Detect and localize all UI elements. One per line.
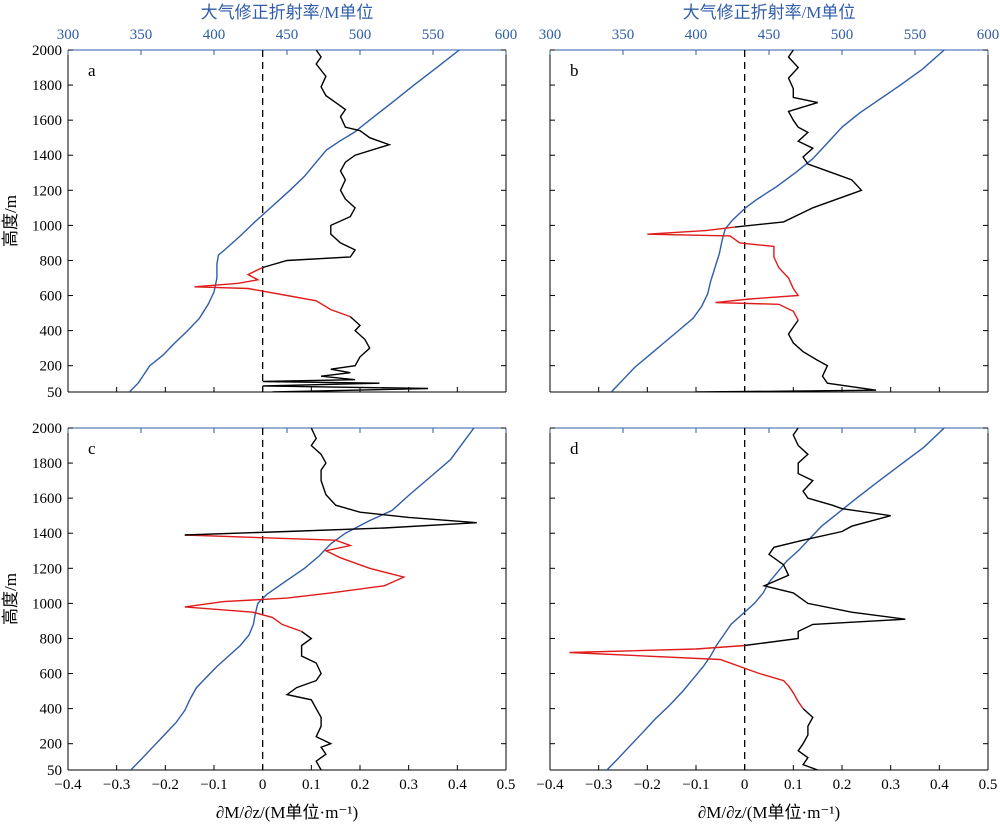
plot-area: [130, 428, 477, 770]
top-tick-label: 350: [612, 27, 635, 43]
x-tick-label: 0.2: [351, 777, 370, 793]
x-tick-label: 0.1: [302, 777, 321, 793]
x-tick-label: −0.3: [103, 777, 130, 793]
panel-label: a: [88, 61, 96, 80]
gradient-line: [184, 428, 477, 536]
top-tick-label: 450: [276, 27, 299, 43]
refractivity-line: [606, 428, 945, 770]
y-tick-label: 200: [40, 359, 63, 375]
y-tick-label: 1800: [32, 456, 62, 472]
panel-d: −0.4 −0.3 −0.2 −0.1 0 0.1 0.2 0.3 0.4 0.5 d ∂M/∂z/(…: [536, 427, 998, 822]
plot-area: [610, 50, 945, 392]
gradient-line-ducting: [569, 644, 804, 710]
y-tick-label: 600: [40, 289, 63, 305]
panel-b: 300 350 400 450 500 550 600 b 大气修正折射率/M单位: [539, 3, 1000, 393]
gradient-line-ducting: [647, 226, 800, 321]
x-tick-label: 0.1: [784, 777, 803, 793]
refractivity-line: [610, 50, 945, 392]
panel-label: d: [570, 439, 579, 458]
gradient-line: [285, 630, 333, 770]
x-tick-label: 0: [259, 777, 267, 793]
y-tick-label: 50: [47, 385, 62, 401]
y-axis-title: 高度/m: [1, 195, 20, 247]
x-tick-label: 0.3: [399, 777, 418, 793]
panel-a: 300 350 400 450 500 550 600 50 200 400 600 800 1000 1…: [1, 3, 517, 401]
top-tick-label: 600: [495, 27, 518, 43]
panel-label: c: [88, 439, 96, 458]
y-tick-label: 1000: [32, 596, 62, 612]
x-tick-label: −0.1: [200, 777, 227, 793]
refractivity-line: [130, 428, 475, 770]
x-tick-label: −0.2: [152, 777, 179, 793]
gradient-line: [744, 428, 906, 647]
y-tick-label: 1200: [32, 561, 62, 577]
top-tick-label: 550: [422, 27, 445, 43]
x-tick-label: −0.4: [54, 777, 82, 793]
top-tick-label: 350: [130, 27, 153, 43]
top-tick-label: 500: [831, 27, 854, 43]
x-tick-label: −0.1: [682, 777, 709, 793]
y-tick-label: 2000: [32, 43, 62, 59]
gradient-line: [797, 708, 818, 770]
gradient-line-ducting: [184, 534, 406, 633]
y-tick-label: 1200: [32, 183, 62, 199]
top-tick-label: 300: [539, 27, 562, 43]
x-tick-label: 0.5: [497, 777, 516, 793]
gradient-line: [695, 319, 877, 392]
y-tick-label: 200: [40, 737, 63, 753]
y-tick-label: 2000: [32, 421, 62, 437]
bottom-axis-title: ∂M/∂z/(M单位·m⁻¹): [698, 803, 840, 822]
y-tick-label: 800: [40, 253, 63, 269]
top-axis-title: 大气修正折射率/M单位: [683, 3, 856, 22]
panel-label: b: [570, 61, 579, 80]
y-tick-label: 800: [40, 631, 63, 647]
y-tick-label: 400: [40, 324, 63, 340]
y-tick-label: 1400: [32, 148, 62, 164]
x-tick-label: 0.4: [448, 777, 467, 793]
gradient-line: [262, 316, 429, 392]
top-tick-label: 550: [904, 27, 927, 43]
x-tick-label: −0.4: [536, 777, 564, 793]
y-axis-title: 高度/m: [1, 573, 20, 625]
plot-area: [569, 428, 945, 770]
y-tick-label: 1600: [32, 113, 62, 129]
top-axis-title: 大气修正折射率/M单位: [201, 3, 374, 22]
y-tick-label: 1400: [32, 526, 62, 542]
bottom-axis-title: ∂M/∂z/(M单位·m⁻¹): [216, 803, 358, 822]
x-tick-label: 0.4: [930, 777, 949, 793]
top-tick-label: 600: [977, 27, 1000, 43]
top-tick-label: 400: [685, 27, 708, 43]
gradient-line: [262, 50, 392, 269]
refractivity-line: [128, 50, 460, 392]
top-tick-label: 500: [349, 27, 372, 43]
x-tick-label: −0.2: [634, 777, 661, 793]
gradient-line: [734, 50, 863, 228]
top-tick-label: 400: [203, 27, 226, 43]
x-tick-label: 0.2: [833, 777, 852, 793]
x-tick-label: −0.3: [585, 777, 612, 793]
y-tick-label: 1800: [32, 78, 62, 94]
y-tick-label: 400: [40, 702, 63, 718]
y-tick-label: 1000: [32, 218, 62, 234]
x-tick-label: 0.3: [881, 777, 900, 793]
gradient-line-ducting: [194, 266, 351, 318]
x-tick-label: 0: [741, 777, 749, 793]
plot-area: [128, 50, 460, 392]
x-tick-label: 0.5: [979, 777, 998, 793]
top-tick-label: 300: [57, 27, 80, 43]
panel-c: −0.4 −0.3 −0.2 −0.1 0 0.1 0.2 0.3 0.4 0.5 50 200 400…: [1, 421, 515, 822]
top-tick-label: 450: [758, 27, 781, 43]
y-tick-label: 1600: [32, 491, 62, 507]
y-tick-label: 50: [47, 763, 62, 779]
y-tick-label: 600: [40, 667, 63, 683]
